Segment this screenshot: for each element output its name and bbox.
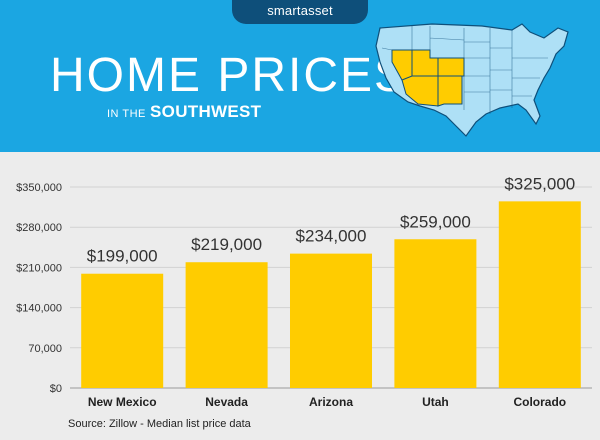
subtitle-prefix: IN THE [107,108,146,120]
category-label: Utah [422,395,449,409]
southwest-states [391,49,465,107]
category-label: New Mexico [88,395,157,409]
subtitle-region: SOUTHWEST [150,102,262,121]
data-label: $259,000 [400,212,471,231]
category-label: Nevada [205,395,248,409]
chart-area: $0 70,000 $140,000 $210,000 $280,000 $350,000… [0,152,600,440]
y-tick-label: $210,000 [16,262,62,274]
data-label: $219,000 [191,235,262,254]
category-label: Arizona [309,395,353,409]
source-note: Source: Zillow - Median list price data [68,418,251,430]
bar [290,253,372,388]
bar [185,262,268,388]
bar [394,239,477,388]
data-label: $234,000 [296,227,367,246]
data-label: $199,000 [87,247,158,266]
state-borders [381,26,548,114]
state-new-mexico [437,75,463,107]
bar [81,273,164,388]
state-colorado [437,57,465,77]
brand-logo: smartasset [232,0,368,24]
page-subtitle: IN THE SOUTHWEST [107,103,261,123]
y-tick-label: $140,000 [16,303,62,315]
us-map-illustration [375,23,569,137]
y-tick-label: $280,000 [16,222,62,234]
y-tick-label: $350,000 [16,182,62,194]
category-label: Colorado [513,395,566,409]
bar-chart: $0 70,000 $140,000 $210,000 $280,000 $350,000… [16,174,592,409]
page-title: HOME PRICES [50,49,409,102]
header-banner: smartasset HOME PRICES IN THE SOUTHWEST [0,0,600,152]
y-tick-label: 70,000 [28,343,62,355]
data-label: $325,000 [504,174,575,193]
bar [498,201,581,388]
y-tick-label: $0 [50,383,62,395]
